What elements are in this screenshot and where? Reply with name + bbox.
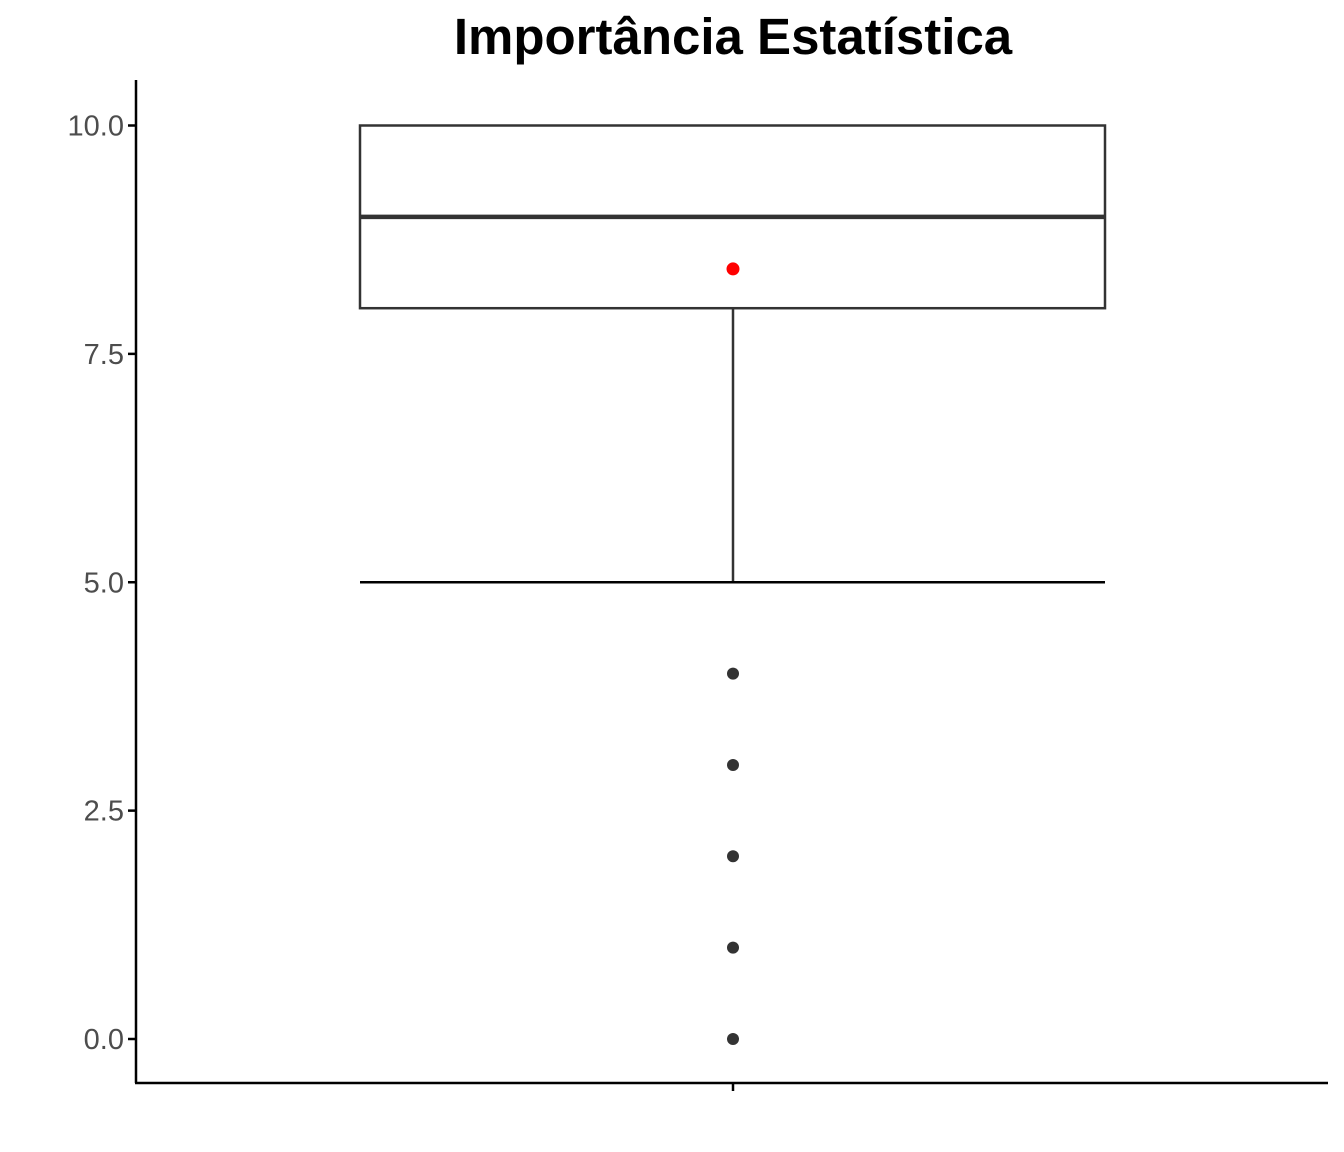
chart-title: Importância Estatística — [454, 8, 1013, 65]
y-tick-label: 5.0 — [84, 567, 124, 599]
outlier-point — [727, 850, 739, 863]
y-tick-label: 7.5 — [84, 339, 124, 371]
y-tick-label: 0.0 — [84, 1024, 124, 1056]
outlier-point — [727, 758, 739, 771]
outlier-point — [727, 941, 739, 954]
y-tick-label: 2.5 — [84, 796, 124, 828]
outlier-point — [727, 667, 739, 680]
mean-point — [726, 262, 740, 276]
plot-area: 0.0 2.5 5.0 7.5 10.0 — [68, 80, 1328, 1091]
y-tick-label: 10.0 — [68, 111, 124, 143]
outlier-point — [727, 1033, 739, 1045]
